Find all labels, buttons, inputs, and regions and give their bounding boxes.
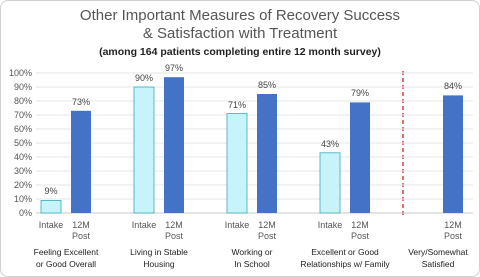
bar [319, 152, 341, 214]
y-tick-label: 0% [18, 208, 32, 218]
bar-label: 12M Post [71, 220, 90, 241]
value-label: 43% [320, 138, 340, 149]
bar [71, 110, 91, 213]
title-line: & Satisfaction with Treatment [142, 25, 338, 42]
bar-label: 12M Post [257, 220, 276, 241]
category-label: Working or [231, 247, 273, 257]
chart-title: Other Important Measures of Recovery Suc… [1, 7, 479, 43]
category-label: Feeling Excellent [33, 247, 99, 257]
value-label: 84% [443, 81, 463, 92]
y-tick-label: 90% [13, 82, 32, 92]
value-label: 73% [71, 96, 91, 107]
bar [226, 113, 248, 214]
value-label: 9% [44, 186, 58, 197]
category-label: In School [234, 259, 270, 269]
bar [350, 102, 370, 213]
y-tick-label: 100% [8, 68, 32, 78]
title-line: Other Important Measures of Recovery Suc… [79, 7, 401, 24]
value-label: 85% [257, 80, 277, 90]
category-label: Housing [143, 259, 175, 269]
y-tick-label: 60% [13, 124, 32, 134]
y-tick-label: 80% [13, 96, 32, 106]
category-label: Relationships w/ Family [300, 259, 390, 269]
y-tick-label: 30% [13, 166, 32, 176]
bar [40, 199, 62, 214]
category-label: Very/Somewhat [408, 247, 468, 257]
category-label: Satisfied [421, 259, 455, 269]
y-tick-label: 40% [13, 152, 32, 162]
bar [443, 95, 463, 213]
bar [164, 77, 184, 213]
bar [133, 86, 155, 214]
bar-label: Intake [224, 220, 250, 230]
category-label: Excellent or Good [311, 247, 379, 257]
value-label: 97% [164, 63, 184, 74]
bar-label: Intake [131, 220, 157, 230]
chart-subtitle: (among 164 patients completing entire 12… [99, 46, 381, 58]
y-tick-label: 20% [13, 180, 32, 190]
value-label: 79% [350, 88, 370, 99]
y-tick-label: 50% [13, 138, 32, 148]
value-label: 90% [134, 73, 154, 83]
bar-label: Intake [317, 220, 343, 230]
bar [257, 94, 277, 213]
bar-label: Intake [38, 220, 64, 230]
category-label: Living in Stable [130, 247, 188, 257]
bar-label: 12M Post [350, 220, 369, 241]
value-label: 71% [227, 99, 247, 110]
category-label: or Good Overall [36, 259, 96, 269]
bar-label: 12M Post [164, 220, 183, 241]
bar-label: 12M Post [443, 220, 462, 241]
y-tick-label: 10% [13, 194, 32, 204]
y-tick-label: 70% [13, 110, 32, 120]
